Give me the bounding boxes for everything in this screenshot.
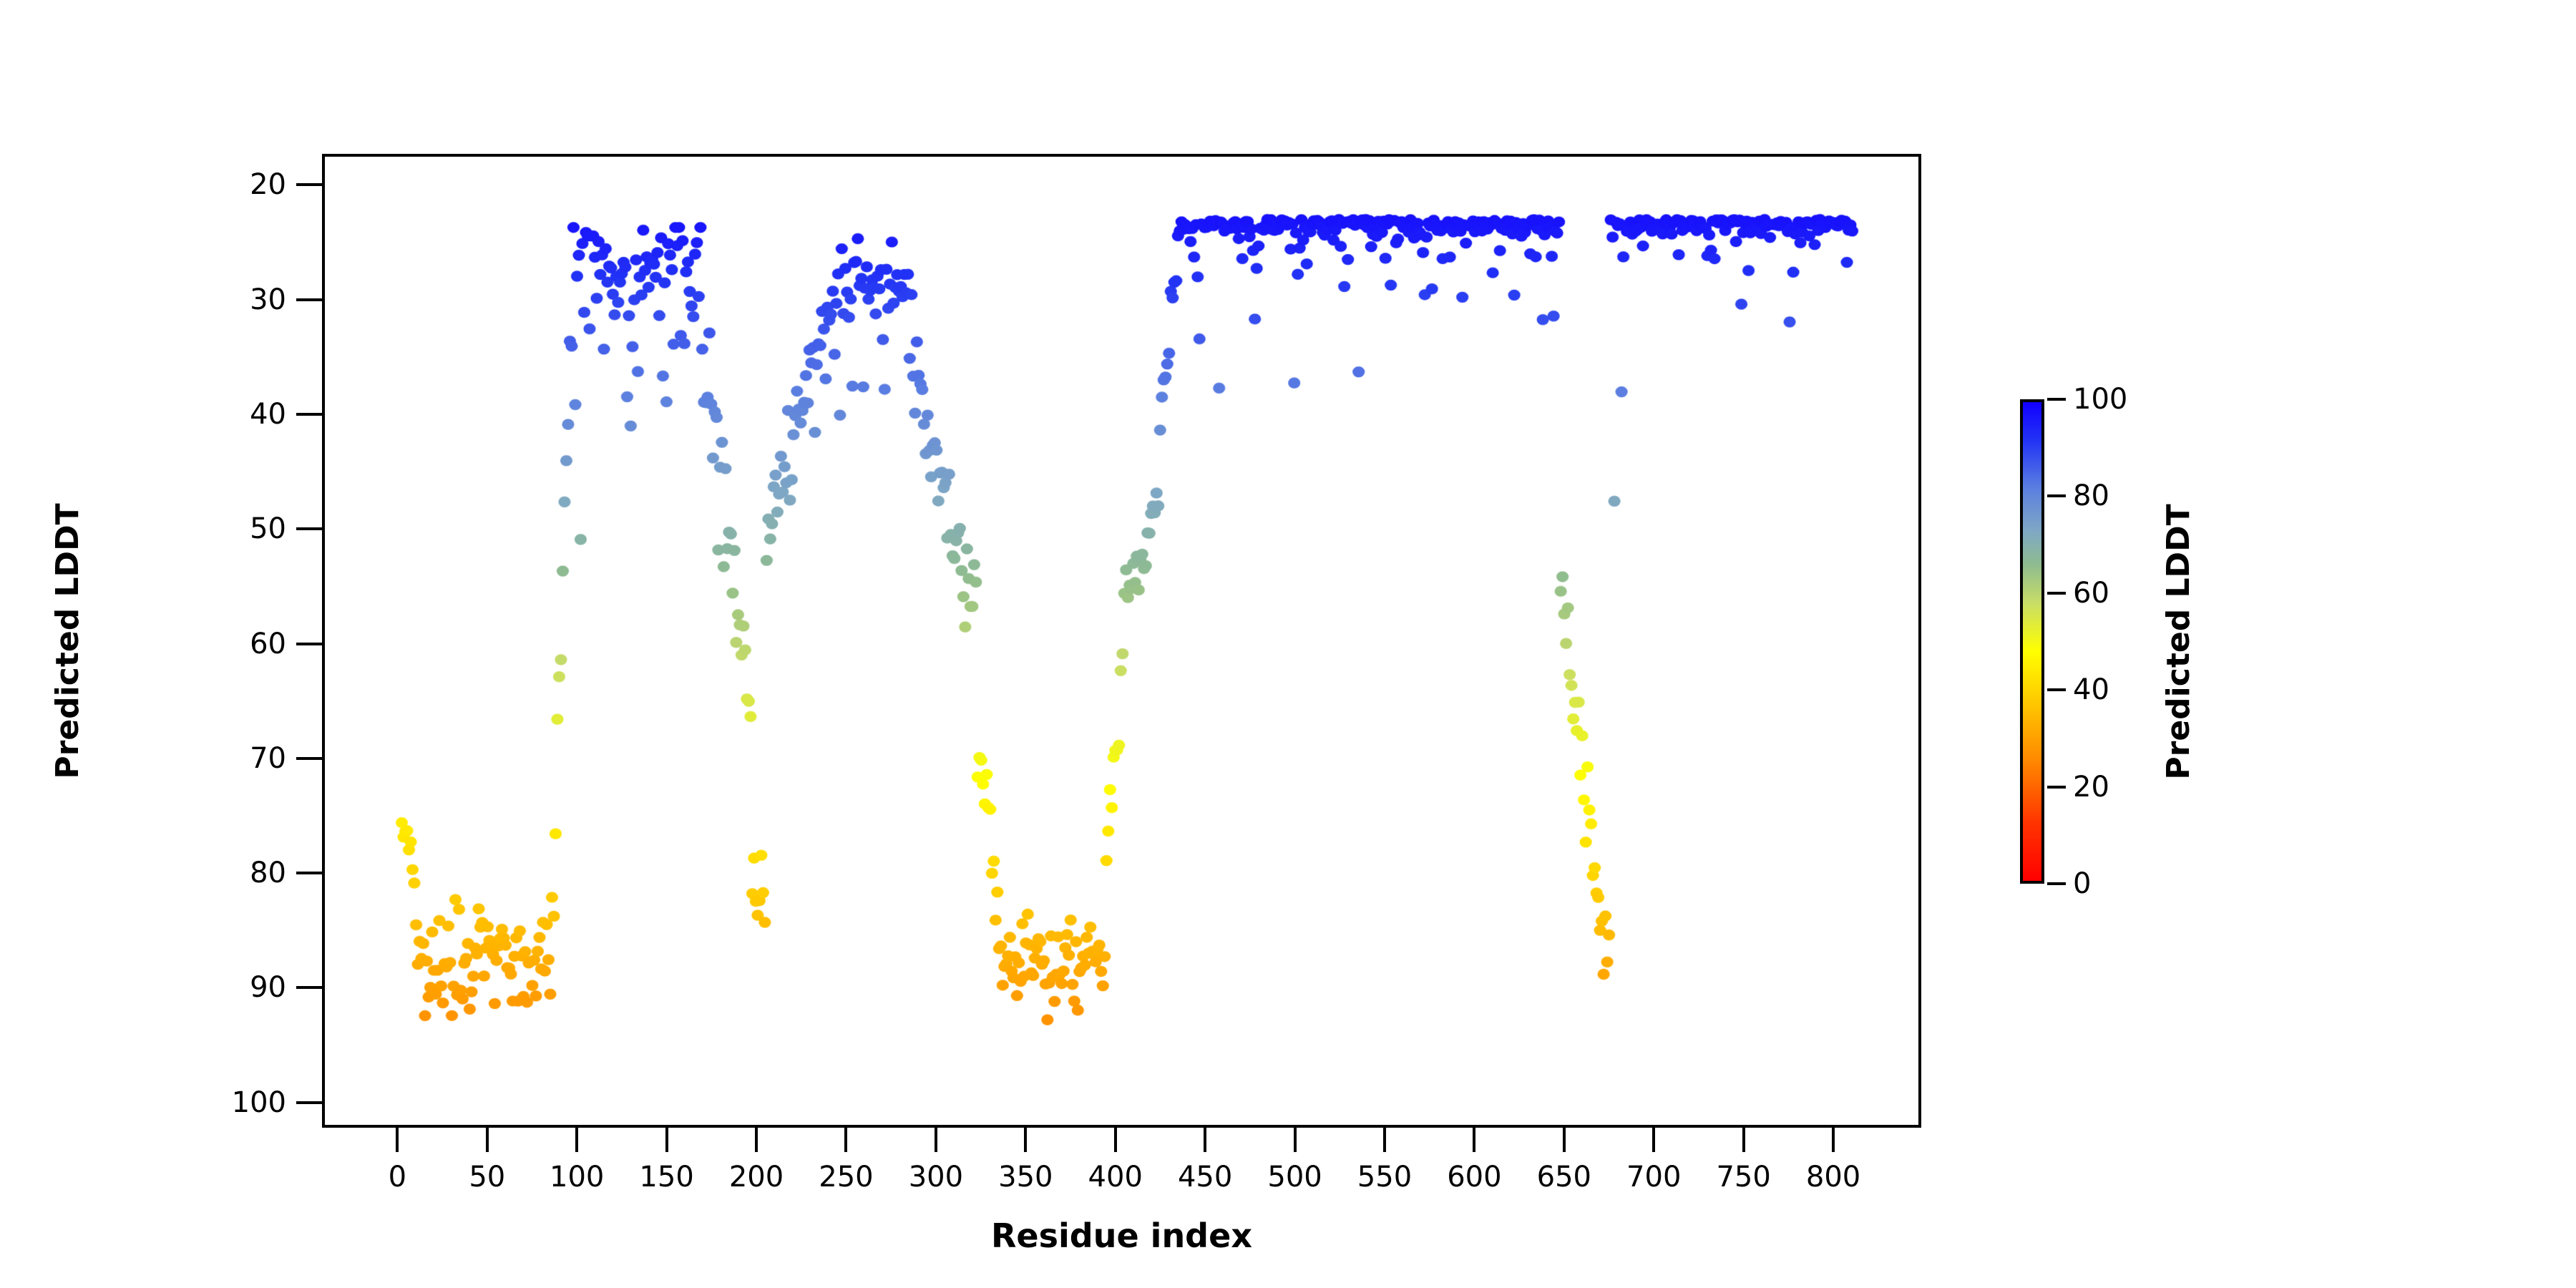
x-axis-tick xyxy=(1742,1128,1745,1152)
colorbar-tick-label: 100 xyxy=(2073,383,2128,416)
x-axis-tick xyxy=(1293,1128,1297,1152)
x-axis-tick xyxy=(1024,1128,1028,1152)
colorbar-tick xyxy=(2047,688,2066,692)
x-axis-title: Residue index xyxy=(991,1216,1252,1255)
x-axis-tick-label: 500 xyxy=(1267,1161,1322,1194)
x-axis-tick xyxy=(1473,1128,1476,1152)
x-axis-tick-label: 100 xyxy=(550,1161,605,1194)
colorbar-tick-label: 60 xyxy=(2073,576,2109,610)
x-axis-tick xyxy=(485,1128,489,1152)
colorbar-title: Predicted LDDT xyxy=(2160,503,2197,780)
x-axis-tick-label: 650 xyxy=(1536,1161,1591,1194)
y-axis-tick-label: 100 xyxy=(231,1085,286,1119)
x-axis-tick xyxy=(1113,1128,1117,1152)
y-axis-tick-label: 30 xyxy=(250,283,286,316)
y-axis-tick xyxy=(296,756,322,760)
x-axis-tick-label: 300 xyxy=(908,1161,964,1194)
y-axis-tick-label: 60 xyxy=(250,627,286,660)
x-axis-tick-label: 550 xyxy=(1357,1161,1413,1194)
y-axis-title: Predicted LDDT xyxy=(49,502,86,779)
x-axis-tick xyxy=(575,1128,579,1152)
x-axis-tick xyxy=(755,1128,758,1152)
y-axis-tick xyxy=(296,986,322,990)
y-axis-tick-label: 40 xyxy=(250,397,286,431)
y-axis-tick-label: 50 xyxy=(250,512,286,546)
colorbar-tick-label: 80 xyxy=(2073,479,2109,513)
colorbar xyxy=(2020,399,2044,884)
x-axis-tick xyxy=(665,1128,668,1152)
x-axis-tick-label: 350 xyxy=(998,1161,1053,1194)
x-axis-tick xyxy=(1204,1128,1207,1152)
x-axis-tick-label: 200 xyxy=(728,1161,784,1194)
y-axis-tick xyxy=(296,1101,322,1104)
colorbar-tick-label: 0 xyxy=(2073,867,2092,900)
y-axis-tick-label: 20 xyxy=(250,168,286,202)
x-axis-tick xyxy=(1832,1128,1835,1152)
colorbar-tick xyxy=(2047,882,2066,885)
colorbar-tick xyxy=(2047,591,2066,595)
y-axis-tick xyxy=(296,527,322,531)
x-axis-tick xyxy=(1652,1128,1656,1152)
x-axis-tick xyxy=(1562,1128,1566,1152)
colorbar-tick xyxy=(2047,494,2066,498)
y-axis-tick xyxy=(296,872,322,875)
x-axis-tick-label: 800 xyxy=(1805,1161,1861,1194)
x-axis-tick-label: 150 xyxy=(639,1161,694,1194)
x-axis-tick-label: 400 xyxy=(1088,1161,1143,1194)
y-axis-tick-label: 90 xyxy=(250,971,286,1005)
y-axis-tick-label: 70 xyxy=(250,741,286,775)
x-axis-tick-label: 0 xyxy=(388,1161,407,1194)
plot-area xyxy=(322,154,1921,1128)
x-axis-tick xyxy=(844,1128,848,1152)
x-axis-tick xyxy=(1382,1128,1386,1152)
x-axis-tick-label: 700 xyxy=(1626,1161,1682,1194)
colorbar-gradient xyxy=(2020,399,2044,884)
x-axis-tick-label: 600 xyxy=(1447,1161,1502,1194)
y-axis-tick xyxy=(296,298,322,301)
y-axis-tick xyxy=(296,642,322,645)
y-axis-tick xyxy=(296,412,322,416)
x-axis-tick xyxy=(934,1128,937,1152)
scatter-points-layer xyxy=(325,157,1918,1125)
x-axis-tick-label: 750 xyxy=(1716,1161,1771,1194)
x-axis-tick-label: 450 xyxy=(1177,1161,1233,1194)
x-axis-tick-label: 50 xyxy=(469,1161,506,1194)
colorbar-tick xyxy=(2047,785,2066,789)
colorbar-tick-label: 40 xyxy=(2073,673,2109,707)
y-axis-tick-label: 80 xyxy=(250,857,286,890)
x-axis-tick-label: 250 xyxy=(819,1161,874,1194)
colorbar-tick-label: 20 xyxy=(2073,770,2109,804)
colorbar-tick xyxy=(2047,398,2066,401)
x-axis-tick xyxy=(396,1128,399,1152)
y-axis-tick xyxy=(296,183,322,187)
